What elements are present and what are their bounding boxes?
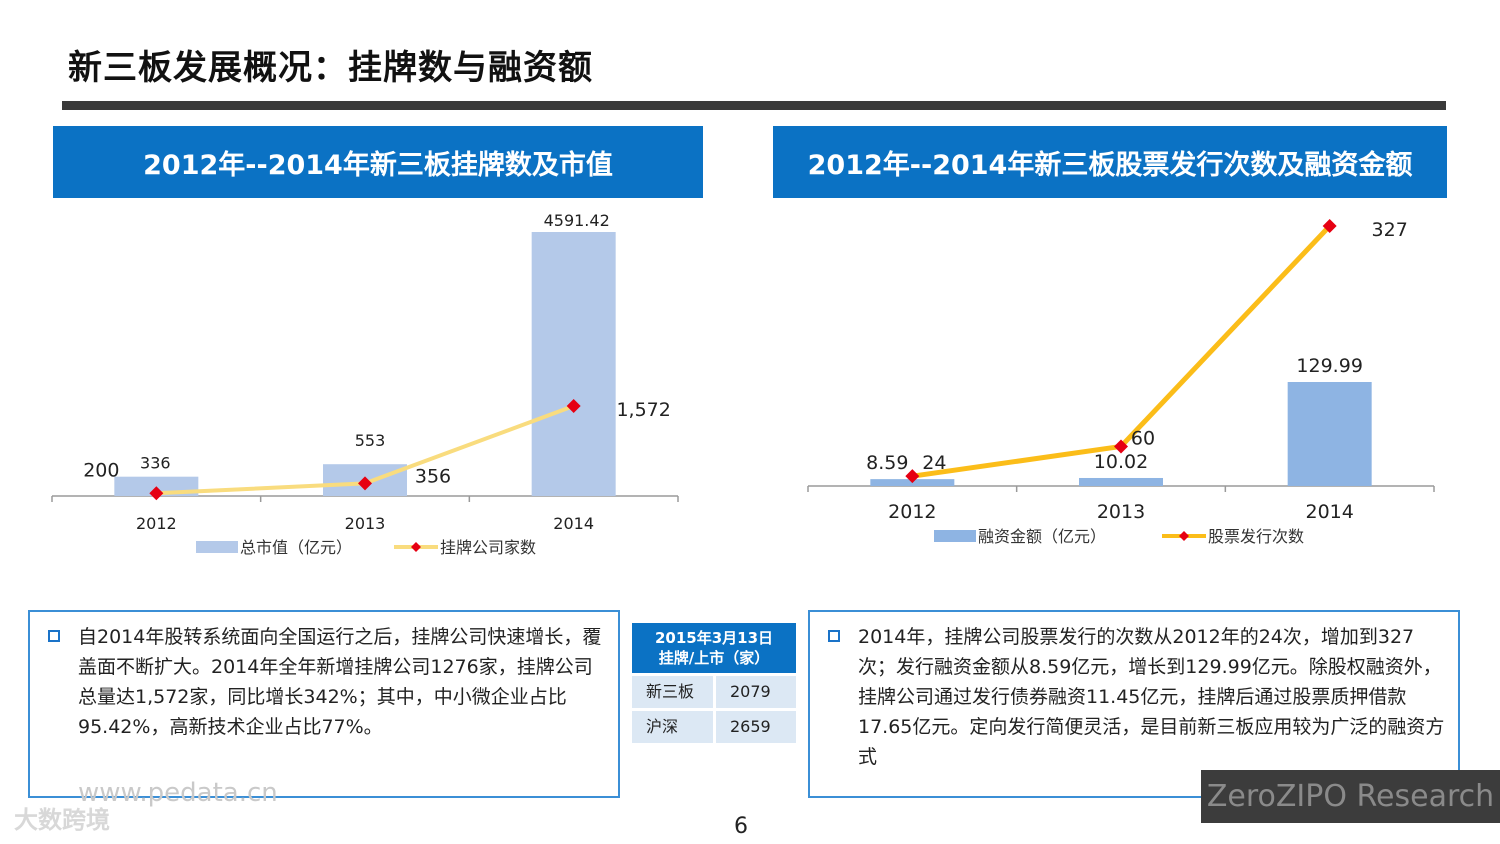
table-header-label: 挂牌/上市（家） bbox=[658, 649, 770, 667]
table-row: 新三板 2079 bbox=[632, 676, 796, 708]
line-marker bbox=[566, 399, 581, 413]
line-data-label: 1,572 bbox=[616, 399, 670, 421]
x-tick-label: 2012 bbox=[888, 501, 936, 523]
square-bullet-icon bbox=[48, 630, 60, 642]
legend-line-marker bbox=[1179, 531, 1189, 541]
listing-chart: 336 2012 553 2013 4591.42 2014 200 356 1,572 总市值（… bbox=[51, 211, 679, 557]
right-summary-box: 2014年，挂牌公司股票发行的次数从2012年的24次，增加到327次；发行融资… bbox=[808, 610, 1460, 798]
table-header: 2015年3月13日 挂牌/上市（家） bbox=[632, 623, 796, 673]
bar-data-label: 553 bbox=[355, 431, 386, 450]
line-marker bbox=[1322, 219, 1337, 233]
line-marker bbox=[358, 476, 372, 491]
legend-bar-swatch bbox=[196, 541, 238, 553]
bar bbox=[1079, 477, 1163, 486]
bar-data-label: 10.02 bbox=[1094, 451, 1148, 473]
left-summary-box: 自2014年股转系统面向全国运行之后，挂牌公司快速增长，覆盖面不断扩大。2014… bbox=[28, 610, 620, 798]
right-chart-banner: 2012年--2014年新三板股票发行次数及融资金额 bbox=[773, 126, 1447, 198]
table-cell-value: 2659 bbox=[716, 711, 796, 743]
right-summary-text: 2014年，挂牌公司股票发行的次数从2012年的24次，增加到327次；发行融资… bbox=[858, 626, 1445, 768]
table-cell-value: 2079 bbox=[716, 676, 796, 708]
legend-bar-label: 融资金额（亿元） bbox=[978, 527, 1106, 546]
legend-bar-swatch bbox=[934, 530, 976, 542]
legend-line-marker bbox=[411, 542, 421, 552]
table-row: 沪深 2659 bbox=[632, 711, 796, 743]
listing-count-table: 2015年3月13日 挂牌/上市（家） 新三板 2079 沪深 2659 bbox=[632, 623, 796, 743]
line-marker bbox=[905, 469, 920, 484]
line-data-label: 200 bbox=[83, 459, 119, 481]
table-cell-label: 沪深 bbox=[632, 711, 713, 743]
legend-line-label: 挂牌公司家数 bbox=[440, 538, 536, 557]
bar bbox=[1287, 382, 1372, 486]
square-bullet-icon bbox=[828, 630, 840, 642]
financing-chart: 8.59 2012 10.02 2013 129.99 2014 24 60 327 融资金额（亿… bbox=[807, 219, 1435, 546]
line-series bbox=[911, 224, 1332, 479]
bar-data-label: 129.99 bbox=[1296, 355, 1362, 377]
line-data-label: 24 bbox=[922, 452, 946, 474]
bar-data-label: 336 bbox=[140, 454, 171, 473]
legend-bar-label: 总市值（亿元） bbox=[240, 538, 352, 557]
logo-watermark: 大数跨境 bbox=[14, 806, 110, 834]
line-marker bbox=[149, 486, 164, 501]
legend-line-label: 股票发行次数 bbox=[1208, 527, 1304, 546]
bar-data-label: 8.59 bbox=[866, 452, 908, 474]
title-divider bbox=[62, 101, 1446, 110]
page-number: 6 bbox=[734, 814, 748, 839]
left-summary-text: 自2014年股转系统面向全国运行之后，挂牌公司快速增长，覆盖面不断扩大。2014… bbox=[78, 626, 602, 738]
brand-watermark: ZeroZIPO Research bbox=[1201, 770, 1500, 823]
x-tick-label: 2012 bbox=[136, 514, 177, 533]
left-chart-banner: 2012年--2014年新三板挂牌数及市值 bbox=[53, 126, 703, 198]
x-tick-label: 2014 bbox=[1305, 501, 1353, 523]
table-header-date: 2015年3月13日 bbox=[654, 629, 774, 647]
line-data-label: 327 bbox=[1372, 219, 1408, 241]
x-tick-label: 2014 bbox=[553, 514, 594, 533]
url-watermark: www.pedata.cn bbox=[78, 778, 278, 808]
bar bbox=[531, 232, 616, 496]
line-marker bbox=[1114, 439, 1128, 454]
line-data-label: 356 bbox=[415, 465, 451, 487]
bar-data-label: 4591.42 bbox=[544, 211, 610, 230]
x-tick-label: 2013 bbox=[345, 514, 386, 533]
page-title: 新三板发展概况：挂牌数与融资额 bbox=[68, 48, 593, 88]
x-tick-label: 2013 bbox=[1097, 501, 1145, 523]
line-data-label: 60 bbox=[1131, 427, 1155, 449]
table-cell-label: 新三板 bbox=[632, 676, 713, 708]
